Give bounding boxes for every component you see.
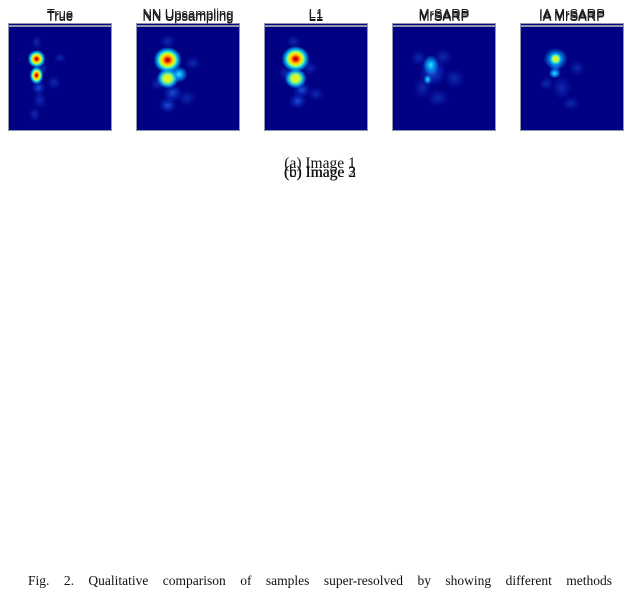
panel-row: [0, 26, 640, 131]
column-header-mrsarp: MrSARP: [418, 9, 470, 24]
figure-caption: Fig. 2. Qualitative comparison of sample…: [28, 573, 612, 588]
column-header-nn-upsampling: NN Upsampling: [142, 9, 234, 24]
column-header-l1: L1: [308, 6, 324, 21]
subfigure-caption: (a) Image 1: [284, 155, 356, 172]
column-header-mrsarp: MrSARP: [418, 6, 470, 21]
column-header-true: True: [46, 9, 74, 24]
panel-image-true: [8, 26, 112, 131]
column-header-ia-mrsarp: IA MrSARP: [539, 9, 605, 24]
column-header-row: True NN Upsampling L1 MrSARP IA MrSARP: [0, 0, 640, 20]
panel-image-l1: [264, 26, 368, 131]
column-header-mrsarp: MrSARP: [418, 8, 470, 23]
column-header-l1: L1: [308, 9, 324, 24]
panel-image-mrsarp: [392, 26, 496, 131]
subfigure-caption: (b) Image 2: [283, 164, 357, 181]
panel-image-nn-upsampling: [136, 26, 240, 131]
column-header-ia-mrsarp: IA MrSARP: [539, 6, 605, 21]
column-header-true: True: [46, 6, 74, 21]
column-header-row: True NN Upsampling L1 MrSARP IA MrSARP: [0, 0, 640, 23]
column-header-nn-upsampling: NN Upsampling: [142, 6, 234, 21]
subfigure-group: True NN Upsampling L1 MrSARP IA MrSARP (c) Im…: [0, 0, 640, 182]
column-header-ia-mrsarp: IA MrSARP: [539, 8, 605, 23]
subfigure-caption: (c) Image 3: [284, 164, 356, 181]
panel-image-ia-mrsarp: [520, 26, 624, 131]
column-header-nn-upsampling: NN Upsampling: [142, 8, 234, 23]
column-header-true: True: [46, 8, 74, 23]
column-header-row: True NN Upsampling L1 MrSARP IA MrSARP: [0, 0, 640, 22]
column-header-l1: L1: [308, 8, 324, 23]
